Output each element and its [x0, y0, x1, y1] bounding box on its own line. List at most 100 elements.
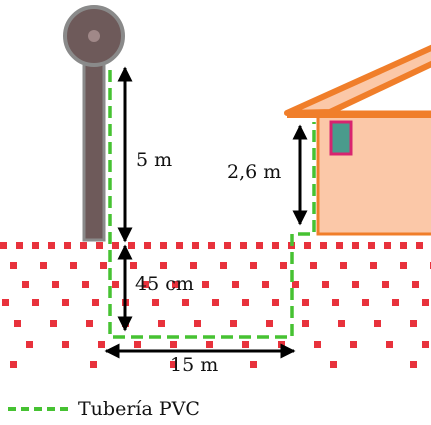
house-height-label: 2,6 m	[227, 161, 281, 183]
soil-dot	[170, 361, 177, 368]
soil-dot	[338, 320, 345, 327]
soil-dot	[382, 281, 389, 288]
tank-post	[82, 48, 106, 242]
soil-dot	[368, 242, 375, 249]
soil-dot	[422, 341, 429, 348]
soil-dot	[350, 341, 357, 348]
soil-dot	[160, 262, 167, 269]
soil-dot	[16, 242, 23, 249]
legend-pipe-label: Tubería PVC	[78, 398, 200, 420]
soil-dot	[90, 361, 97, 368]
soil-dot	[64, 242, 71, 249]
soil-dot	[130, 262, 137, 269]
legend: Tubería PVC	[8, 395, 200, 423]
soil-dot	[310, 262, 317, 269]
soil-dot	[2, 299, 9, 306]
soil-dot	[182, 299, 189, 306]
soil-dot	[86, 320, 93, 327]
soil-dot	[70, 262, 77, 269]
soil-dot	[32, 299, 39, 306]
soil-dot	[410, 361, 417, 368]
soil-dot	[224, 242, 231, 249]
soil-dot	[92, 299, 99, 306]
soil-dot	[332, 299, 339, 306]
soil-dot	[82, 281, 89, 288]
soil-dot	[202, 281, 209, 288]
soil-dot	[242, 299, 249, 306]
soil-dot	[22, 281, 29, 288]
soil-dot	[302, 299, 309, 306]
soil-dot	[144, 242, 151, 249]
soil-dot	[158, 320, 165, 327]
soil-dot	[242, 341, 249, 348]
soil-dot	[10, 361, 17, 368]
soil-dot	[176, 242, 183, 249]
soil-dot	[272, 299, 279, 306]
soil-dot	[208, 242, 215, 249]
soil-dot	[340, 262, 347, 269]
soil-dot	[192, 242, 199, 249]
soil-dot	[52, 281, 59, 288]
soil-dot	[212, 299, 219, 306]
soil-dot	[14, 320, 21, 327]
soil-dot	[232, 281, 239, 288]
soil-dot	[278, 341, 285, 348]
soil-dot	[256, 242, 263, 249]
soil-dot	[112, 281, 119, 288]
soil-dot	[362, 299, 369, 306]
soil-dot	[194, 320, 201, 327]
soil-dot	[50, 320, 57, 327]
soil-dot	[172, 281, 179, 288]
house-icon	[284, 44, 431, 236]
soil-dot	[416, 242, 423, 249]
soil-dot	[330, 361, 337, 368]
house-window	[329, 120, 353, 156]
soil-dot	[220, 262, 227, 269]
soil-dot	[100, 262, 107, 269]
soil-dot	[336, 242, 343, 249]
soil-dot	[392, 299, 399, 306]
soil-dot	[422, 299, 429, 306]
soil-dot	[26, 341, 33, 348]
soil-dot	[266, 320, 273, 327]
soil-dot	[32, 242, 39, 249]
soil-dot	[240, 242, 247, 249]
soil-dot	[0, 242, 7, 249]
soil-dot	[62, 299, 69, 306]
legend-pipe-swatch	[8, 407, 68, 411]
soil-dot	[374, 320, 381, 327]
soil-dot	[206, 341, 213, 348]
soil-dot	[230, 320, 237, 327]
soil-dot	[400, 262, 407, 269]
water-tank-icon	[63, 5, 125, 242]
soil-dot	[400, 242, 407, 249]
soil-dot	[384, 242, 391, 249]
soil-dot	[322, 281, 329, 288]
soil-dot	[386, 341, 393, 348]
soil-dot	[352, 242, 359, 249]
soil-dot	[170, 341, 177, 348]
soil-dot	[62, 341, 69, 348]
post-height-label: 5 m	[136, 149, 172, 171]
soil-dot	[280, 262, 287, 269]
tank-cap	[88, 30, 100, 42]
soil-dot	[48, 242, 55, 249]
soil-dot	[302, 320, 309, 327]
soil-dot	[262, 281, 269, 288]
ground-soil	[0, 242, 431, 368]
soil-dot	[250, 262, 257, 269]
soil-dot	[412, 281, 419, 288]
soil-dot	[152, 299, 159, 306]
soil-dot	[314, 341, 321, 348]
soil-dot	[98, 341, 105, 348]
soil-dot	[250, 361, 257, 368]
soil-dot	[10, 262, 17, 269]
soil-dot	[272, 242, 279, 249]
length-label: 15 m	[170, 354, 218, 376]
soil-dot	[292, 281, 299, 288]
depth-label: 45 cm	[135, 273, 194, 295]
soil-dot	[410, 320, 417, 327]
soil-dot	[80, 242, 87, 249]
house-roof	[284, 44, 431, 116]
